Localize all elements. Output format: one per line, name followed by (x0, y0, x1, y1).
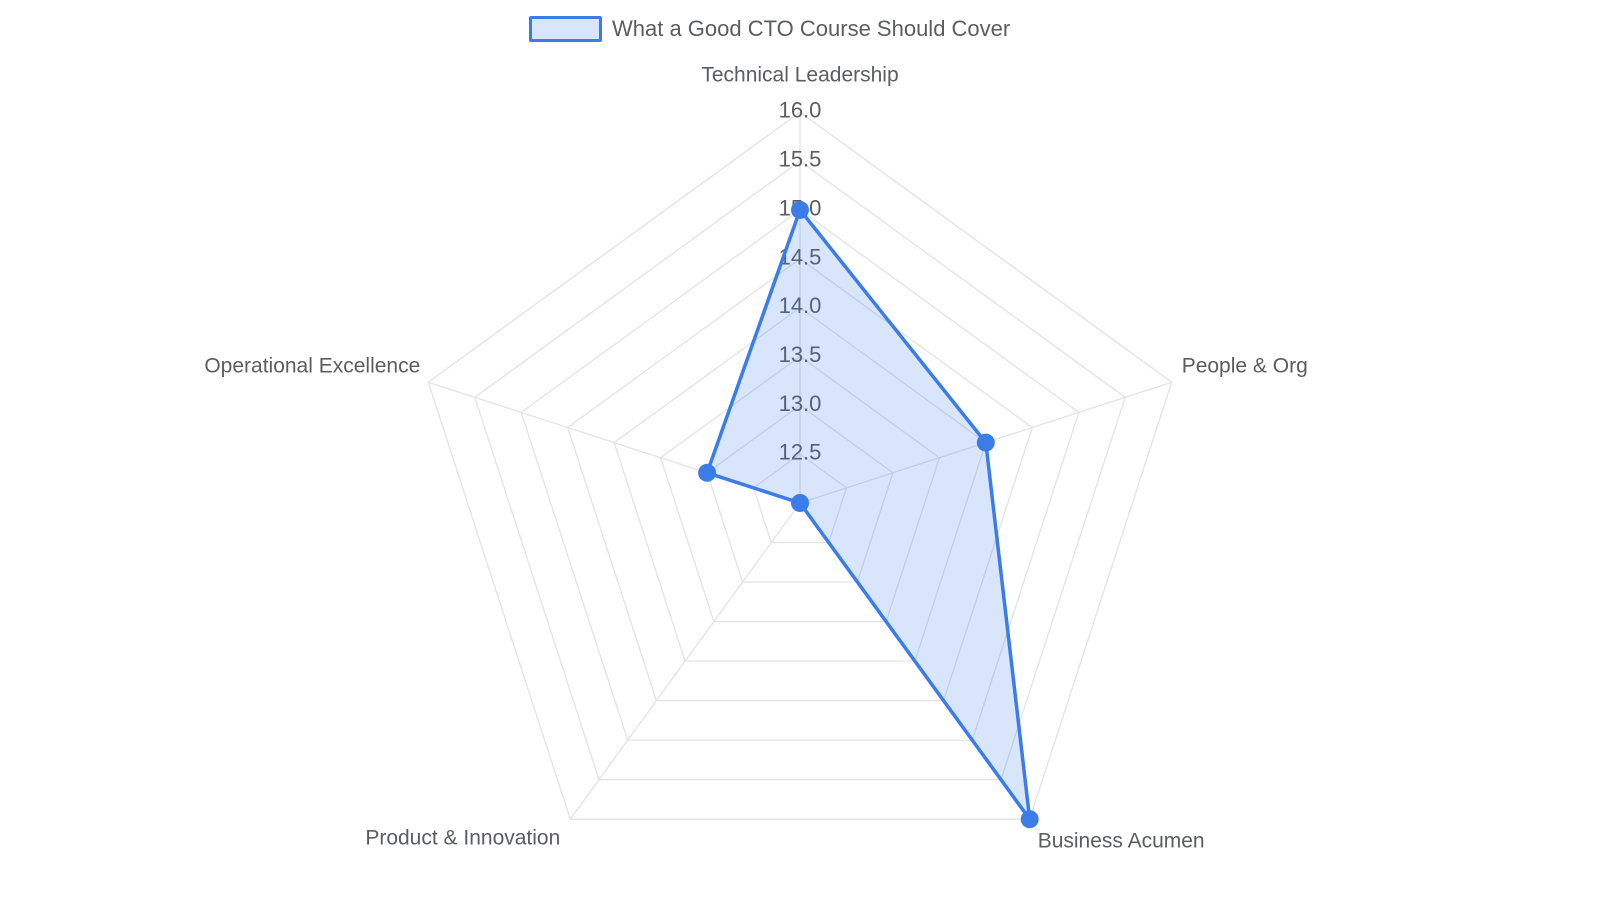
legend-label: What a Good CTO Course Should Cover (612, 16, 1011, 41)
data-point-technical-leadership[interactable] (791, 200, 809, 219)
data-point-operational-excellence[interactable] (698, 463, 717, 482)
radial-gridline (706, 404, 894, 583)
radial-tick-label: 13.0 (779, 391, 822, 416)
radial-gridline (427, 111, 1173, 820)
angular-axis-line (569, 502, 801, 820)
radial-gridline (659, 355, 941, 623)
radial-gridline (520, 209, 1080, 741)
radial-tick-label: 16.0 (779, 98, 822, 123)
category-label: Business Acumen (1038, 830, 1205, 853)
legend-swatch-icon[interactable] (529, 15, 602, 42)
radial-tick-label: 14.0 (779, 293, 822, 318)
category-label: Operational Excellence (204, 355, 420, 378)
radial-gridline (566, 257, 1034, 702)
radial-gridline (752, 453, 848, 544)
data-point-people-org[interactable] (976, 433, 995, 452)
legend-item[interactable]: What a Good CTO Course Should Cover (529, 15, 1010, 42)
data-point-business-acumen[interactable] (1020, 810, 1039, 829)
radial-tick-label: 12.5 (779, 440, 822, 465)
category-label: Technical Leadership (701, 64, 898, 87)
radar-area (707, 209, 1030, 820)
category-label: Product & Innovation (365, 827, 560, 850)
category-label: People & Org (1182, 355, 1308, 378)
data-point-product-innovation[interactable] (791, 494, 809, 512)
radial-gridline (613, 306, 987, 662)
radar-outline (705, 208, 1032, 821)
radial-tick-label: 13.5 (779, 342, 822, 367)
radial-tick-label: 15.5 (779, 147, 822, 172)
radial-gridline (474, 160, 1126, 781)
